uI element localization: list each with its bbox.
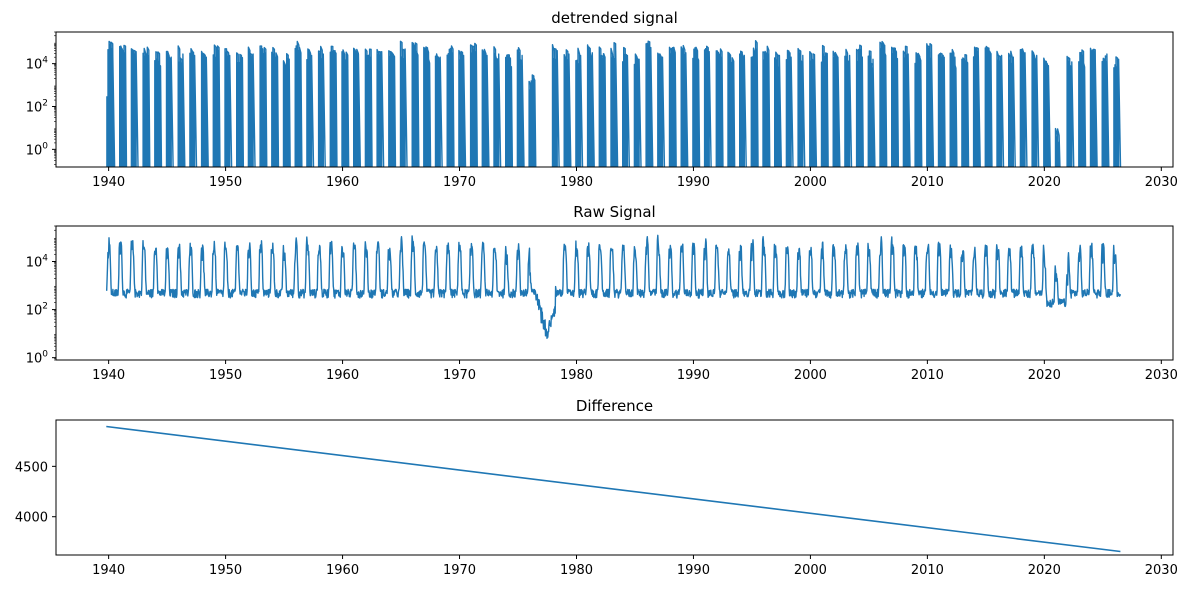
- x-tick-label: 1990: [677, 368, 710, 383]
- x-tick-label: 2010: [911, 563, 944, 578]
- x-tick-label: 1940: [92, 563, 125, 578]
- x-tick-label: 2010: [911, 368, 944, 383]
- x-tick-label: 1940: [92, 175, 125, 190]
- x-tick-label: 1960: [326, 175, 359, 190]
- x-tick-label: 2030: [1145, 368, 1178, 383]
- x-tick-label: 2000: [794, 563, 827, 578]
- plot-frame: [55, 419, 1174, 556]
- plot-frame: [55, 31, 1174, 168]
- x-tick-label: 1980: [560, 175, 593, 190]
- x-tick-label: 2030: [1145, 175, 1178, 190]
- y-tick-label: 104: [26, 254, 49, 271]
- x-tick-label: 2000: [794, 175, 827, 190]
- x-tick-label: 1960: [326, 563, 359, 578]
- x-tick-label: 1990: [677, 563, 710, 578]
- series-line: [106, 234, 1122, 339]
- x-tick-label: 2000: [794, 368, 827, 383]
- series-line: [106, 425, 1121, 553]
- chart-title: Raw Signal: [573, 203, 655, 221]
- x-tick-label: 2030: [1145, 563, 1178, 578]
- y-tick-label: 102: [26, 98, 48, 115]
- chart-title: Difference: [576, 397, 653, 415]
- y-tick-label: 4000: [15, 511, 48, 526]
- x-tick-label: 1940: [92, 368, 125, 383]
- y-tick-label: 4500: [15, 460, 48, 475]
- x-tick-label: 1990: [677, 175, 710, 190]
- x-tick-label: 1950: [209, 563, 242, 578]
- x-tick-label: 1950: [209, 368, 242, 383]
- x-tick-label: 2010: [911, 175, 944, 190]
- chart-panel-1: detrended signal 1940 1950 1960 1970 1980 1990…: [26, 9, 1178, 190]
- series-line: [106, 40, 1122, 167]
- y-tick-label: 100: [26, 141, 49, 158]
- x-tick-label: 1980: [560, 368, 593, 383]
- chart-panel-3: Difference 1940 1950 1960 1970 1980 1990 2000 20…: [15, 397, 1178, 578]
- x-tick-label: 1970: [443, 175, 476, 190]
- x-tick-label: 1970: [443, 563, 476, 578]
- chart-panel-2: Raw Signal 1940 1950 1960 1970 1980 1990 2000 20…: [26, 203, 1178, 383]
- x-tick-label: 1960: [326, 368, 359, 383]
- y-tick-label: 104: [26, 56, 49, 73]
- chart-title: detrended signal: [551, 9, 678, 27]
- x-tick-label: 1980: [560, 563, 593, 578]
- x-tick-label: 2020: [1028, 175, 1061, 190]
- x-tick-label: 1950: [209, 175, 242, 190]
- x-tick-label: 2020: [1028, 368, 1061, 383]
- x-tick-label: 2020: [1028, 563, 1061, 578]
- y-tick-label: 102: [26, 302, 48, 319]
- y-tick-label: 100: [26, 350, 49, 367]
- x-tick-label: 1970: [443, 368, 476, 383]
